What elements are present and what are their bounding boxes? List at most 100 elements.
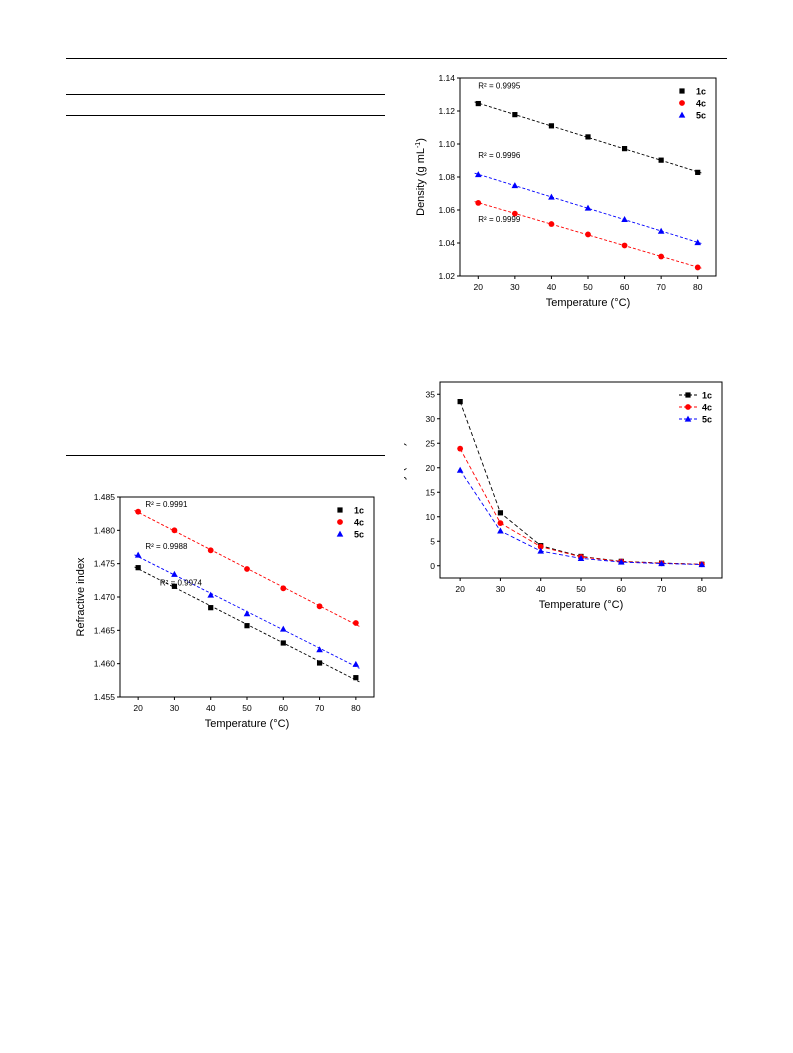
data-point-4c [694, 264, 701, 271]
series-line-1c [459, 401, 702, 565]
y-tick-label: 1.04 [438, 238, 455, 248]
x-tick-label: 80 [693, 282, 703, 292]
x-tick-label: 30 [170, 703, 180, 713]
y-tick-label: 1.465 [94, 625, 116, 635]
data-point-5c [511, 182, 519, 189]
y-tick-label: 25 [426, 438, 436, 448]
x-tick-label: 80 [697, 584, 707, 594]
y-tick-label: 1.12 [438, 106, 455, 116]
series-line-5c [459, 469, 702, 565]
data-point-5c [548, 193, 555, 200]
refractive-index-chart: 20 30 40 50 60 70 80 1.455 1.460 1.465 1.470 1.475 1… [66, 488, 386, 734]
data-point-4c [244, 566, 250, 572]
data-point-5c [456, 466, 464, 473]
x-tick-label: 50 [242, 703, 252, 713]
data-point-1c [497, 510, 504, 516]
y-tick-label: 1.470 [94, 592, 116, 602]
y-tick-label: 1.480 [94, 525, 116, 535]
x-tick-label: 70 [657, 584, 667, 594]
legend-marker-5c [684, 415, 692, 422]
data-point-1c [353, 675, 359, 681]
legend-label-4c: 4c [696, 99, 706, 109]
y-tick-label: 1.475 [94, 559, 116, 569]
series-1c [457, 399, 705, 567]
data-point-5c [658, 560, 665, 567]
legend-label-5c: 5c [702, 415, 712, 425]
data-point-5c [243, 610, 251, 617]
table-top-rule [66, 94, 385, 95]
legend-label-5c: 5c [354, 530, 364, 540]
r-squared-annotation: R² = 0.9974 [160, 579, 203, 588]
x-axis-label: Temperature (°C) [539, 599, 623, 611]
data-point-1c [695, 169, 701, 175]
y-tick-label: 15 [426, 487, 436, 497]
x-tick-label: 50 [576, 584, 586, 594]
legend-marker-4c [337, 519, 343, 525]
data-point-4c [475, 200, 482, 206]
data-point-5c [279, 625, 287, 632]
data-point-4c [171, 527, 178, 534]
y-tick-label: 1.14 [438, 73, 455, 83]
y-tick-label: 1.460 [94, 659, 116, 669]
data-point-5c [134, 551, 142, 558]
data-point-4c [457, 445, 464, 452]
y-tick-label: 1.455 [94, 692, 116, 702]
legend-label-5c: 5c [696, 111, 706, 121]
data-point-1c [135, 565, 141, 571]
data-point-1c [280, 640, 286, 646]
x-tick-label: 40 [206, 703, 216, 713]
data-point-4c [352, 620, 359, 626]
legend: 1c 4c 5c [336, 506, 364, 540]
data-point-1c [244, 623, 250, 629]
x-tick-label: 20 [455, 584, 465, 594]
data-point-4c [621, 242, 628, 249]
series-5c [474, 171, 702, 246]
x-tick-label: 60 [620, 282, 630, 292]
page-header-rule [66, 58, 727, 59]
data-point-4c [585, 231, 591, 238]
y-tick-label: 20 [426, 463, 436, 473]
legend-marker-1c [679, 88, 685, 94]
x-axis-label: Temperature (°C) [205, 718, 289, 730]
legend: 1c 4c 5c [678, 87, 706, 121]
data-point-5c [474, 171, 482, 178]
data-point-1c [621, 146, 628, 152]
legend-label-1c: 1c [702, 391, 712, 401]
data-point-4c [207, 547, 214, 554]
legend-marker-4c [685, 404, 691, 410]
x-axis-label: Temperature (°C) [546, 297, 630, 309]
table-header-rule [66, 115, 385, 116]
y-tick-label: 30 [426, 414, 436, 424]
data-point-5c [694, 239, 702, 246]
r-squared-annotation: R² = 0.9988 [145, 542, 188, 551]
y-tick-label: 1.08 [438, 172, 455, 182]
series-5c [456, 466, 706, 568]
y-tick-label: 0 [430, 561, 435, 571]
x-tick-label: 80 [351, 703, 361, 713]
data-point-1c [457, 399, 463, 405]
series-4c [134, 508, 360, 627]
data-point-5c [537, 547, 545, 554]
series-line-4c [459, 448, 702, 565]
x-tick-label: 50 [583, 282, 593, 292]
y-tick-label: 1.10 [438, 139, 455, 149]
series-1c [134, 565, 360, 683]
data-point-5c [657, 227, 665, 234]
data-point-5c [621, 216, 628, 223]
data-point-1c [512, 112, 518, 118]
x-tick-label: 20 [133, 703, 143, 713]
data-point-1c [585, 134, 591, 140]
y-axis-label: Refractive index [75, 557, 87, 636]
series-1c [474, 100, 702, 175]
data-point-4c [537, 543, 544, 550]
data-point-5c [617, 558, 625, 565]
r-squared-annotation: R² = 0.9999 [478, 215, 521, 224]
data-point-5c [698, 561, 706, 568]
y-tick-label: 35 [426, 389, 436, 399]
legend-marker-5c [336, 530, 344, 537]
data-point-1c [208, 605, 214, 611]
data-point-1c [658, 157, 664, 163]
x-tick-label: 20 [474, 282, 484, 292]
x-tick-label: 40 [547, 282, 557, 292]
data-point-4c [511, 210, 518, 217]
